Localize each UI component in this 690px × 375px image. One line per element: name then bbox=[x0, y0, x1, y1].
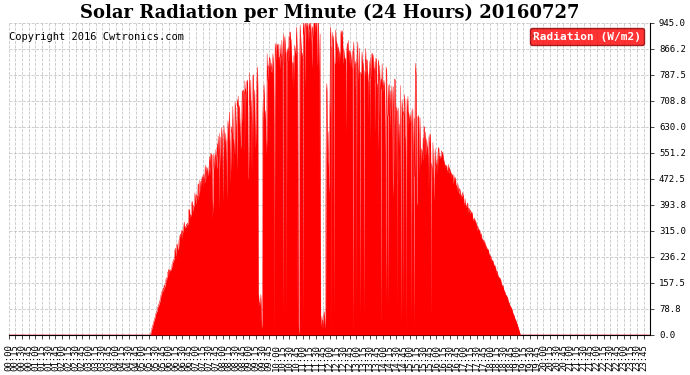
Legend: Radiation (W/m2): Radiation (W/m2) bbox=[530, 28, 644, 45]
Text: Copyright 2016 Cwtronics.com: Copyright 2016 Cwtronics.com bbox=[9, 32, 184, 42]
Title: Solar Radiation per Minute (24 Hours) 20160727: Solar Radiation per Minute (24 Hours) 20… bbox=[79, 4, 579, 22]
